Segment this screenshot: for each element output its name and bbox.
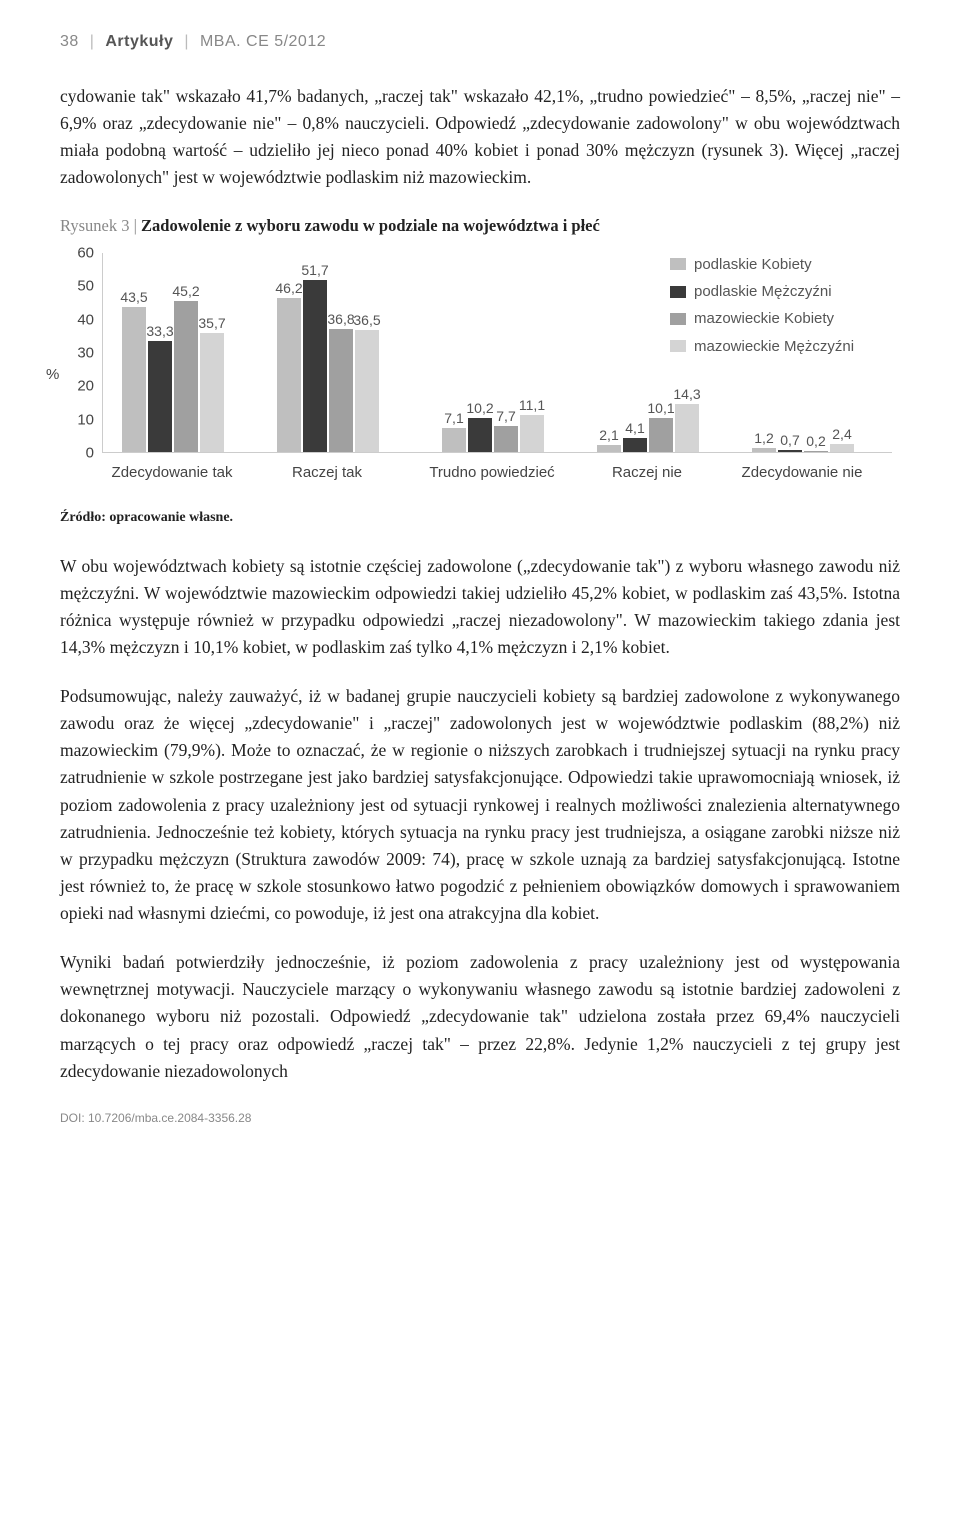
legend-item: podlaskie Mężczyźni (670, 280, 900, 303)
bar: 10,2 (468, 418, 492, 452)
legend-swatch (670, 258, 686, 270)
legend-label: mazowieckie Mężczyźni (694, 335, 854, 358)
bar: 1,2 (752, 448, 776, 452)
bar-value-label: 33,3 (146, 321, 173, 343)
bar: 0,7 (778, 450, 802, 452)
bar: 7,1 (442, 428, 466, 452)
paragraph-3: Podsumowując, należy zauważyć, iż w bada… (60, 683, 900, 927)
figure-caption-sep: | (129, 216, 141, 235)
legend-swatch (670, 313, 686, 325)
bar-group: 46,251,736,836,5 (277, 280, 379, 452)
y-tick: 50 (77, 275, 94, 298)
y-tick: 40 (77, 308, 94, 331)
bar-value-label: 36,8 (327, 309, 354, 331)
bar-value-label: 2,4 (832, 424, 851, 446)
bar-value-label: 7,7 (496, 406, 515, 428)
page-header: 38 | Artykuły | MBA. CE 5/2012 (60, 30, 900, 55)
paragraph-2: W obu województwach kobiety są istotnie … (60, 553, 900, 662)
y-tick: 30 (77, 341, 94, 364)
x-category-label: Trudno powiedzieć (429, 461, 554, 484)
bar-group: 43,533,345,235,7 (122, 301, 224, 452)
bar: 2,1 (597, 445, 621, 452)
bar: 4,1 (623, 438, 647, 452)
legend-item: mazowieckie Mężczyźni (670, 335, 900, 358)
header-issue: MBA. CE 5/2012 (200, 33, 326, 50)
legend-item: mazowieckie Kobiety (670, 307, 900, 330)
page-number: 38 (60, 33, 79, 50)
x-category-label: Raczej nie (612, 461, 682, 484)
bar-value-label: 10,1 (647, 398, 674, 420)
bar: 33,3 (148, 341, 172, 452)
bar-value-label: 10,2 (466, 398, 493, 420)
bar-value-label: 35,7 (198, 313, 225, 335)
bar-value-label: 0,7 (780, 430, 799, 452)
x-category-label: Zdecydowanie tak (112, 461, 233, 484)
bar-value-label: 45,2 (172, 281, 199, 303)
y-tick: 60 (77, 241, 94, 264)
legend-swatch (670, 340, 686, 352)
bar-value-label: 43,5 (120, 287, 147, 309)
legend-item: podlaskie Kobiety (670, 253, 900, 276)
legend-label: podlaskie Kobiety (694, 253, 812, 276)
bar-value-label: 46,2 (275, 278, 302, 300)
bar-value-label: 4,1 (625, 418, 644, 440)
bar-group: 2,14,110,114,3 (597, 404, 699, 452)
figure-source: Źródło: opracowanie własne. (60, 507, 900, 529)
y-axis-label: % (46, 363, 59, 386)
header-sep-1: | (90, 33, 95, 50)
paragraph-4: Wyniki badań potwierdziły jednocześnie, … (60, 949, 900, 1085)
bar-value-label: 2,1 (599, 425, 618, 447)
bar: 45,2 (174, 301, 198, 452)
bar-value-label: 36,5 (353, 310, 380, 332)
bar: 11,1 (520, 415, 544, 452)
figure-caption-text: Zadowolenie z wyboru zawodu w podziale n… (141, 216, 600, 235)
bar-group: 1,20,70,22,4 (752, 444, 854, 452)
y-tick: 20 (77, 375, 94, 398)
x-axis-labels: Zdecydowanie tak Raczej tak Trudno powiedz… (102, 461, 892, 485)
figure-caption-prefix: Rysunek 3 (60, 216, 129, 235)
bar-group: 7,110,27,711,1 (442, 415, 544, 452)
bar: 43,5 (122, 307, 146, 452)
y-axis: 0102030405060 (60, 253, 100, 453)
bar: 36,5 (355, 330, 379, 452)
bar-value-label: 14,3 (673, 384, 700, 406)
bar: 51,7 (303, 280, 327, 452)
y-tick: 0 (86, 441, 94, 464)
y-tick: 10 (77, 408, 94, 431)
bar: 2,4 (830, 444, 854, 452)
x-category-label: Zdecydowanie nie (742, 461, 863, 484)
bar: 36,8 (329, 329, 353, 452)
header-sep-2: | (184, 33, 189, 50)
x-category-label: Raczej tak (292, 461, 362, 484)
figure-caption: Rysunek 3 | Zadowolenie z wyboru zawodu … (60, 213, 900, 239)
bar: 46,2 (277, 298, 301, 452)
legend-label: podlaskie Mężczyźni (694, 280, 832, 303)
bar: 0,2 (804, 451, 828, 452)
bar-value-label: 0,2 (806, 431, 825, 453)
bar: 14,3 (675, 404, 699, 452)
bar: 10,1 (649, 418, 673, 452)
bar-value-label: 51,7 (301, 260, 328, 282)
bar: 35,7 (200, 333, 224, 452)
bar: 7,7 (494, 426, 518, 452)
chart-legend: podlaskie Kobiety podlaskie Mężczyźni mazo… (670, 253, 900, 362)
header-section: Artykuły (105, 33, 173, 50)
bar-value-label: 7,1 (444, 408, 463, 430)
paragraph-1: cydowanie tak" wskazało 41,7% badanych, … (60, 83, 900, 192)
bar-value-label: 11,1 (519, 395, 545, 417)
doi: DOI: 10.7206/mba.ce.2084-3356.28 (60, 1109, 900, 1128)
chart-area: % 0102030405060 43,533,345,235,746,251,7… (60, 253, 900, 493)
legend-label: mazowieckie Kobiety (694, 307, 834, 330)
bar-value-label: 1,2 (754, 428, 773, 450)
legend-swatch (670, 286, 686, 298)
chart-container: % 0102030405060 43,533,345,235,746,251,7… (60, 253, 900, 493)
